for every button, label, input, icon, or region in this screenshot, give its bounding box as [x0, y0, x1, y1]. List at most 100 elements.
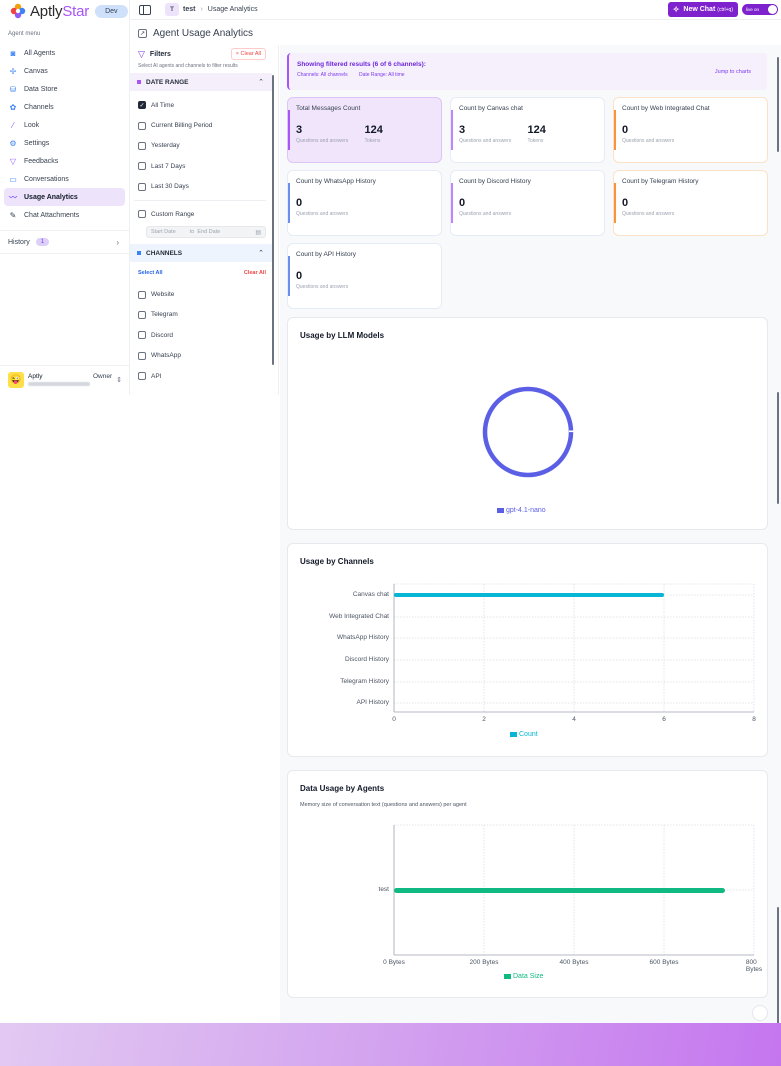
legend-label: Data Size	[513, 973, 544, 980]
channels-chart-panel: Usage by Channels	[287, 543, 768, 757]
live-toggle[interactable]: live on	[742, 4, 778, 15]
history-count-badge: 1	[35, 238, 50, 246]
toggle-knob	[768, 5, 777, 14]
date-option-custom-range[interactable]: Custom Range	[130, 204, 278, 224]
end-date-placeholder[interactable]: End Date	[197, 229, 221, 236]
user-name: Aptly	[28, 373, 43, 380]
robot-icon: ◙	[10, 48, 16, 58]
date-range-section-toggle[interactable]: DATE RANGE ⌃	[130, 73, 272, 91]
custom-date-range-input[interactable]: Start Date to End Date ▤	[146, 226, 266, 239]
bar-chart	[393, 824, 755, 956]
sidebar-item-channels[interactable]: ✿ Channels	[9, 102, 54, 112]
jump-to-charts-link[interactable]: Jump to charts	[714, 69, 751, 75]
channels-section-toggle[interactable]: CHANNELS ⌃	[130, 244, 272, 263]
checkbox[interactable]	[138, 182, 146, 191]
checkbox[interactable]	[138, 210, 146, 219]
chart-legend[interactable]: Count	[510, 731, 538, 738]
x-tick-label: 800 Bytes	[745, 959, 763, 973]
card-accent	[288, 256, 290, 296]
sidebar-item-all-agents[interactable]: ◙ All Agents	[4, 44, 125, 62]
brush-icon: ⁄	[12, 120, 14, 130]
user-info: Aptly	[28, 373, 93, 386]
checkbox-checked[interactable]: ✓	[138, 101, 146, 110]
card-title: Count by WhatsApp History	[296, 178, 376, 185]
start-date-placeholder[interactable]: Start Date	[151, 229, 176, 236]
channel-option-discord[interactable]: Discord	[130, 325, 278, 345]
breadcrumb-agent[interactable]: test	[183, 6, 196, 13]
chart-legend[interactable]: Data Size	[504, 973, 543, 980]
sidebar-toggle-icon[interactable]	[139, 4, 151, 15]
page-header: ↗ Agent Usage Analytics	[130, 21, 279, 45]
y-tick-label: Canvas chat	[352, 591, 389, 598]
sidebar-item-canvas[interactable]: ✢ Canvas	[9, 66, 48, 76]
brand-name: AptlyStar	[30, 2, 90, 20]
select-all-channels-link[interactable]: Select All	[138, 270, 163, 277]
checkbox[interactable]	[138, 141, 146, 150]
chart-legend[interactable]: gpt-4.1-nano	[497, 507, 546, 514]
x-tick-label: 400 Bytes	[559, 959, 589, 966]
date-option-last-7-days[interactable]: Last 7 Days	[130, 156, 278, 176]
app-window: AptlyStar Dev Agent menu ◙ All Agents ✢ Ca…	[0, 0, 781, 1032]
sidebar-item-feedbacks[interactable]: ▽ Feedbacks	[9, 156, 59, 166]
clear-all-filters-button[interactable]: × Clear All	[230, 48, 266, 60]
page-title: Agent Usage Analytics	[153, 27, 254, 39]
checkbox[interactable]	[138, 121, 146, 130]
donut-chart[interactable]	[481, 385, 575, 479]
channel-option-whatsapp[interactable]: WhatsApp	[130, 346, 278, 366]
card-title: Count by Telegram History	[622, 178, 699, 185]
card-accent	[288, 110, 290, 150]
sidebar-item-chat-attachments[interactable]: ✎ Chat Attachments	[9, 210, 80, 220]
sidebar-item-conversations[interactable]: ▭ Conversations	[9, 174, 69, 184]
card-accent	[288, 183, 290, 223]
breadcrumb-page: Usage Analytics	[207, 6, 258, 13]
sidebar-item-settings[interactable]: ⚙ Settings	[9, 138, 50, 148]
y-tick-label: Discord History	[344, 656, 389, 663]
banner-title: Showing filtered results (6 of 6 channel…	[297, 61, 426, 68]
card-count-label: Questions and answers	[296, 284, 349, 290]
sidebar-item-data-store[interactable]: ⛁ Data Store	[9, 84, 58, 94]
sidebar-item-usage-analytics[interactable]: 〰 Usage Analytics	[4, 188, 125, 206]
calendar-icon[interactable]: ▤	[255, 229, 261, 236]
channel-option-telegram[interactable]: Telegram	[130, 305, 278, 325]
card-tokens: 124	[527, 124, 546, 136]
chevron-up-icon: ⌃	[258, 79, 264, 86]
x-tick-label: 600 Bytes	[649, 959, 679, 966]
channel-option-website[interactable]: Website	[130, 284, 278, 304]
card-count-label: Questions and answers	[296, 138, 349, 144]
legend-swatch	[497, 508, 504, 513]
brand[interactable]: AptlyStar Dev	[0, 0, 129, 22]
env-badge[interactable]: Dev	[95, 4, 128, 18]
checkbox[interactable]	[138, 290, 146, 299]
analytics-content: Showing filtered results (6 of 6 channel…	[280, 45, 781, 1032]
channels-title: CHANNELS	[146, 249, 183, 257]
gear-icon: ⚙	[9, 138, 17, 148]
user-menu[interactable]: 😜 Aptly Owner ⇕	[0, 365, 130, 393]
date-option-yesterday[interactable]: Yesterday	[130, 136, 278, 156]
checkbox[interactable]	[138, 372, 146, 381]
x-tick-label: 200 Bytes	[469, 959, 499, 966]
checkbox[interactable]	[138, 351, 146, 360]
checkbox[interactable]	[138, 162, 146, 171]
checkbox[interactable]	[138, 331, 146, 340]
clear-all-channels-link[interactable]: Clear All	[243, 270, 266, 277]
y-tick-label: API History	[356, 699, 389, 706]
channels-icon: ✿	[9, 102, 17, 112]
topbar: T test › Usage Analytics ✧ New Chat (ctr…	[130, 0, 781, 20]
sidebar-item-look[interactable]: ⁄ Look	[4, 116, 125, 134]
legend-swatch	[504, 974, 511, 979]
checkbox[interactable]	[138, 310, 146, 319]
y-tick-label: test	[378, 886, 389, 893]
date-option-current-billing-period[interactable]: Current Billing Period	[130, 115, 278, 135]
new-chat-button[interactable]: ✧ New Chat (ctrl+q)	[667, 2, 738, 17]
channel-option-api[interactable]: API	[130, 366, 278, 386]
main-scrollbar[interactable]	[777, 57, 779, 1032]
chart-title: Data Usage by Agents	[300, 784, 385, 793]
channel-bulk-actions: Select All Clear All	[130, 262, 278, 284]
date-option-last-30-days[interactable]: Last 30 Days	[130, 177, 278, 197]
y-tick-label: Telegram History	[340, 678, 389, 685]
date-option-all-time[interactable]: ✓ All Time	[138, 101, 175, 110]
filters-scrollbar[interactable]	[272, 75, 274, 365]
scroll-to-top-button[interactable]	[752, 1005, 768, 1021]
history-toggle[interactable]: History 1 ›	[0, 231, 129, 253]
card-count: 0	[296, 270, 303, 282]
